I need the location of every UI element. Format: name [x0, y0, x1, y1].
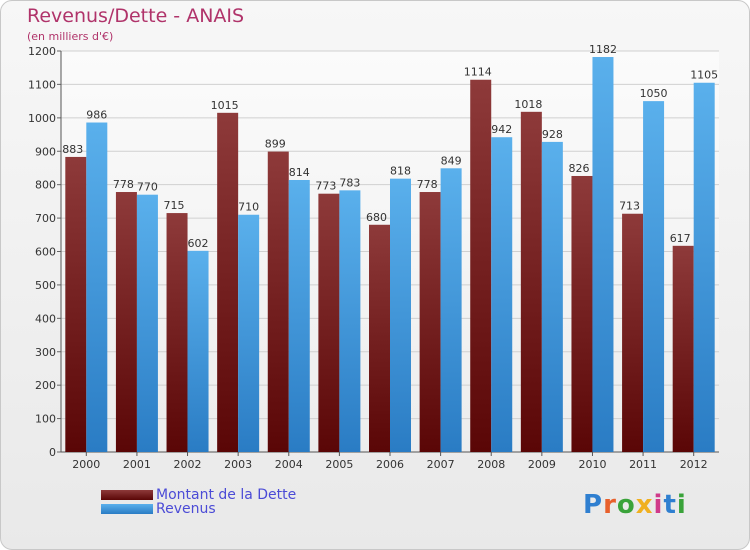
bar-revenus-2007	[440, 168, 462, 453]
logo-letter: P	[583, 490, 604, 520]
data-label: 942	[491, 123, 512, 136]
data-label: 1182	[589, 43, 617, 56]
bar-dette-2012	[672, 245, 694, 452]
y-tick-label: 300	[35, 346, 56, 359]
x-tick-label: 2009	[528, 458, 556, 471]
x-tick-label: 2005	[325, 458, 353, 471]
data-label: 715	[164, 199, 185, 212]
legend-swatch-dette	[101, 490, 153, 500]
bar-revenus-2010	[592, 57, 614, 452]
y-tick-label: 600	[35, 246, 56, 259]
data-label: 986	[86, 109, 107, 122]
bar-dette-2008	[470, 79, 492, 452]
x-tick-label: 2012	[680, 458, 708, 471]
data-label: 778	[417, 178, 438, 191]
x-tick-label: 2004	[275, 458, 303, 471]
bar-dette-2009	[520, 111, 542, 453]
x-tick-label: 2008	[477, 458, 505, 471]
data-label: 773	[315, 180, 336, 193]
bar-dette-2005	[318, 193, 340, 453]
x-tick-label: 2007	[427, 458, 455, 471]
y-tick-label: 100	[35, 413, 56, 426]
data-label: 849	[441, 154, 462, 167]
logo-letter: o	[616, 490, 636, 520]
data-label: 710	[238, 201, 259, 214]
x-tick-label: 2011	[629, 458, 657, 471]
legend-label-dette: Montant de la Dette	[156, 487, 297, 503]
logo-letter: i	[676, 490, 687, 520]
bar-dette-2007	[419, 192, 441, 453]
data-label: 1105	[690, 69, 718, 82]
legend-swatch-revenus	[101, 504, 153, 514]
data-label: 770	[137, 181, 158, 194]
y-tick-label: 400	[35, 312, 56, 325]
data-label: 818	[390, 165, 411, 178]
logo-letter: x	[635, 490, 654, 520]
logo-letter: r	[603, 490, 617, 520]
logo-letter: t	[663, 490, 677, 520]
y-tick-label: 700	[35, 212, 56, 225]
data-label: 826	[568, 162, 589, 175]
data-label: 1015	[211, 99, 239, 112]
y-tick-label: 800	[35, 179, 56, 192]
y-tick-label: 900	[35, 145, 56, 158]
bar-dette-2004	[267, 151, 289, 452]
x-tick-label: 2002	[174, 458, 202, 471]
x-tick-label: 2001	[123, 458, 151, 471]
bar-revenus-2005	[339, 190, 361, 452]
y-tick-label: 500	[35, 279, 56, 292]
x-tick-label: 2003	[224, 458, 252, 471]
bar-revenus-2003	[238, 214, 260, 452]
data-label: 602	[188, 237, 209, 250]
legend-label-revenus: Revenus	[156, 501, 216, 517]
proxiti-logo: Proxiti	[583, 490, 687, 520]
bar-revenus-2000	[86, 122, 108, 453]
y-tick-label: 200	[35, 379, 56, 392]
data-label: 928	[542, 128, 563, 141]
bar-dette-2006	[369, 224, 390, 452]
bar-dette-2000	[65, 156, 87, 452]
legend-item-dette: Montant de la Dette	[101, 487, 401, 505]
x-tick-label: 2006	[376, 458, 404, 471]
logo-letter: i	[653, 490, 664, 520]
y-tick-label: 0	[49, 446, 56, 459]
data-label: 1018	[514, 98, 542, 111]
x-tick-label: 2010	[578, 458, 606, 471]
bar-revenus-2012	[693, 82, 715, 452]
x-tick-label: 2000	[72, 458, 100, 471]
y-tick-label: 1100	[28, 78, 56, 91]
legend-item-revenus: Revenus	[101, 501, 401, 519]
data-label: 1114	[464, 66, 492, 79]
bar-revenus-2004	[288, 179, 310, 452]
bar-dette-2001	[115, 192, 137, 453]
bar-revenus-2008	[491, 137, 513, 452]
data-label: 783	[339, 176, 360, 189]
data-label: 899	[265, 138, 286, 151]
bar-dette-2002	[166, 213, 188, 452]
bar-revenus-2011	[643, 101, 665, 452]
data-label: 883	[62, 143, 83, 156]
data-label: 778	[113, 178, 134, 191]
bar-revenus-2006	[390, 178, 411, 452]
bar-dette-2010	[571, 175, 593, 452]
bar-dette-2003	[217, 112, 239, 452]
bar-dette-2011	[622, 213, 644, 452]
bar-revenus-2001	[136, 194, 158, 453]
data-label: 814	[289, 166, 310, 179]
data-label: 713	[619, 200, 640, 213]
y-tick-label: 1200	[28, 45, 56, 58]
chart-subtitle: (en milliers d'€)	[27, 30, 114, 43]
bar-revenus-2002	[187, 250, 209, 452]
data-label: 617	[670, 232, 691, 245]
bar-revenus-2009	[541, 141, 563, 453]
data-label: 680	[366, 211, 387, 224]
y-tick-label: 1000	[28, 112, 56, 125]
chart-title: Revenus/Dette - ANAIS	[27, 5, 245, 27]
data-label: 1050	[640, 87, 668, 100]
